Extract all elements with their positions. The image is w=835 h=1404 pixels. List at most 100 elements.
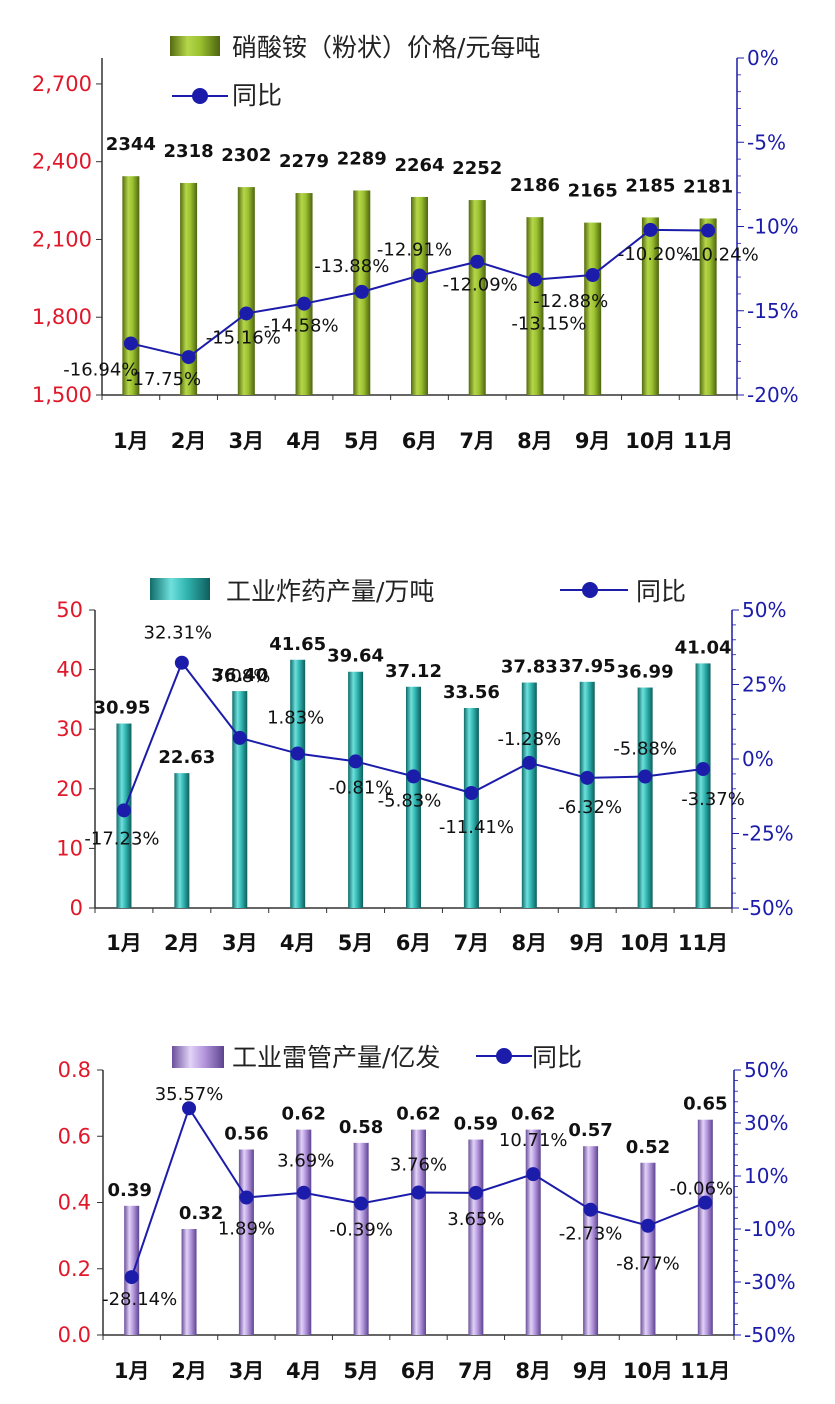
bar-value-label: 33.56 — [443, 682, 500, 703]
left-tick-label: 1,800 — [32, 305, 92, 329]
left-tick-label: 0.0 — [58, 1323, 91, 1347]
left-tick-label: 20 — [56, 777, 83, 801]
legend-line-label: 同比 — [232, 81, 282, 110]
category-label: 3月 — [229, 429, 265, 453]
yoy-point — [354, 284, 369, 299]
yoy-value-label: -1.28% — [497, 729, 561, 750]
yoy-point — [348, 754, 363, 769]
bar-value-label: 2302 — [221, 145, 271, 166]
category-label: 3月 — [222, 931, 258, 955]
right-tick-label: -5% — [747, 130, 786, 154]
bar — [348, 671, 364, 908]
category-label: 5月 — [344, 429, 380, 453]
bar-value-label: 2279 — [279, 151, 329, 172]
category-label: 11月 — [680, 1359, 730, 1383]
right-tick-label: 0% — [747, 46, 779, 70]
yoy-value-label: 7.08% — [213, 666, 270, 687]
bar — [174, 773, 190, 908]
bar-value-label: 2252 — [452, 158, 502, 179]
yoy-value-label: -12.91% — [377, 240, 452, 261]
legend-bar-label: 硝酸铵（粉状）价格/元每吨 — [232, 33, 540, 62]
right-tick-label: 25% — [742, 673, 786, 697]
yoy-value-label: 3.69% — [277, 1151, 334, 1172]
yoy-value-label: -2.73% — [559, 1224, 623, 1245]
left-tick-label: 50 — [56, 598, 83, 622]
yoy-point — [296, 1185, 311, 1200]
yoy-point — [182, 1101, 197, 1116]
bar — [697, 1119, 713, 1335]
yoy-value-label: 1.89% — [218, 1218, 275, 1239]
yoy-point — [638, 769, 653, 784]
yoy-point — [124, 1270, 139, 1285]
bar-value-label: 0.62 — [396, 1104, 440, 1125]
yoy-point — [522, 755, 537, 770]
yoy-value-label: -13.88% — [314, 256, 389, 277]
yoy-point — [583, 1202, 598, 1217]
yoy-value-label: -0.81% — [329, 777, 393, 798]
bar — [406, 686, 421, 908]
category-label: 11月 — [683, 429, 733, 453]
category-label: 3月 — [229, 1359, 265, 1383]
chart-panel-2: 0 10 20 30 40 50 -50% -25% 0% 25% 50% 1月 2月 3月 4月 5月 6月 7… — [56, 577, 793, 955]
yoy-value-label: 32.31% — [144, 623, 213, 644]
bar — [238, 1149, 254, 1335]
yoy-value-label: -5.88% — [613, 739, 677, 760]
category-label: 1月 — [106, 931, 142, 955]
bar-value-label: 41.65 — [269, 634, 326, 655]
yoy-point — [239, 1190, 254, 1205]
bar-value-label: 0.58 — [339, 1117, 383, 1138]
category-label: 4月 — [286, 1359, 322, 1383]
yoy-point — [585, 268, 600, 283]
yoy-value-label: -17.75% — [126, 369, 201, 390]
category-label: 9月 — [573, 1359, 609, 1383]
right-tick-label: -50% — [744, 1323, 796, 1347]
category-label: 6月 — [401, 1359, 437, 1383]
yoy-point — [411, 1185, 426, 1200]
bar-value-label: 37.95 — [559, 656, 616, 677]
category-label: 6月 — [402, 429, 438, 453]
left-tick-label: 2,100 — [32, 227, 92, 251]
yoy-point — [174, 655, 189, 670]
bar-value-label: 0.62 — [282, 1104, 326, 1125]
right-tick-label: -25% — [742, 822, 794, 846]
category-label: 4月 — [286, 429, 322, 453]
yoy-value-label: -10.24% — [684, 245, 759, 266]
right-tick-label: -50% — [742, 896, 794, 920]
bar — [521, 682, 537, 908]
right-tick-label: -10% — [747, 215, 799, 239]
bar — [237, 187, 255, 395]
yoy-value-label: 10.71% — [499, 1130, 568, 1151]
bar-value-label: 2264 — [394, 155, 444, 176]
category-label: 10月 — [625, 429, 675, 453]
yoy-value-label: -3.37% — [681, 789, 745, 810]
bar — [583, 1146, 599, 1335]
legend-line-marker — [496, 1048, 512, 1064]
yoy-value-label: -12.09% — [443, 275, 518, 296]
yoy-point — [470, 254, 485, 269]
yoy-point — [640, 1218, 655, 1233]
bar-value-label: 0.59 — [454, 1114, 498, 1135]
yoy-value-label: 3.65% — [447, 1209, 504, 1230]
bar-value-label: 30.95 — [93, 698, 150, 719]
bar — [468, 1139, 484, 1335]
legend-bar-swatch — [150, 578, 210, 600]
bar — [411, 1129, 426, 1335]
category-label: 7月 — [454, 931, 490, 955]
legend-line-marker — [582, 582, 598, 598]
bar-value-label: 2186 — [510, 175, 560, 196]
category-label: 9月 — [569, 931, 605, 955]
bar — [180, 182, 198, 395]
bar-value-label: 39.64 — [327, 646, 384, 667]
left-tick-label: 0 — [70, 896, 83, 920]
bar — [526, 217, 544, 395]
bar-value-label: 2185 — [625, 175, 675, 196]
bar — [525, 1129, 541, 1335]
yoy-point — [116, 803, 131, 818]
yoy-point — [406, 769, 421, 784]
bar — [296, 1129, 312, 1335]
bar-value-label: 0.39 — [107, 1180, 151, 1201]
bar — [463, 707, 479, 908]
yoy-point — [412, 268, 427, 283]
yoy-point — [181, 350, 196, 365]
